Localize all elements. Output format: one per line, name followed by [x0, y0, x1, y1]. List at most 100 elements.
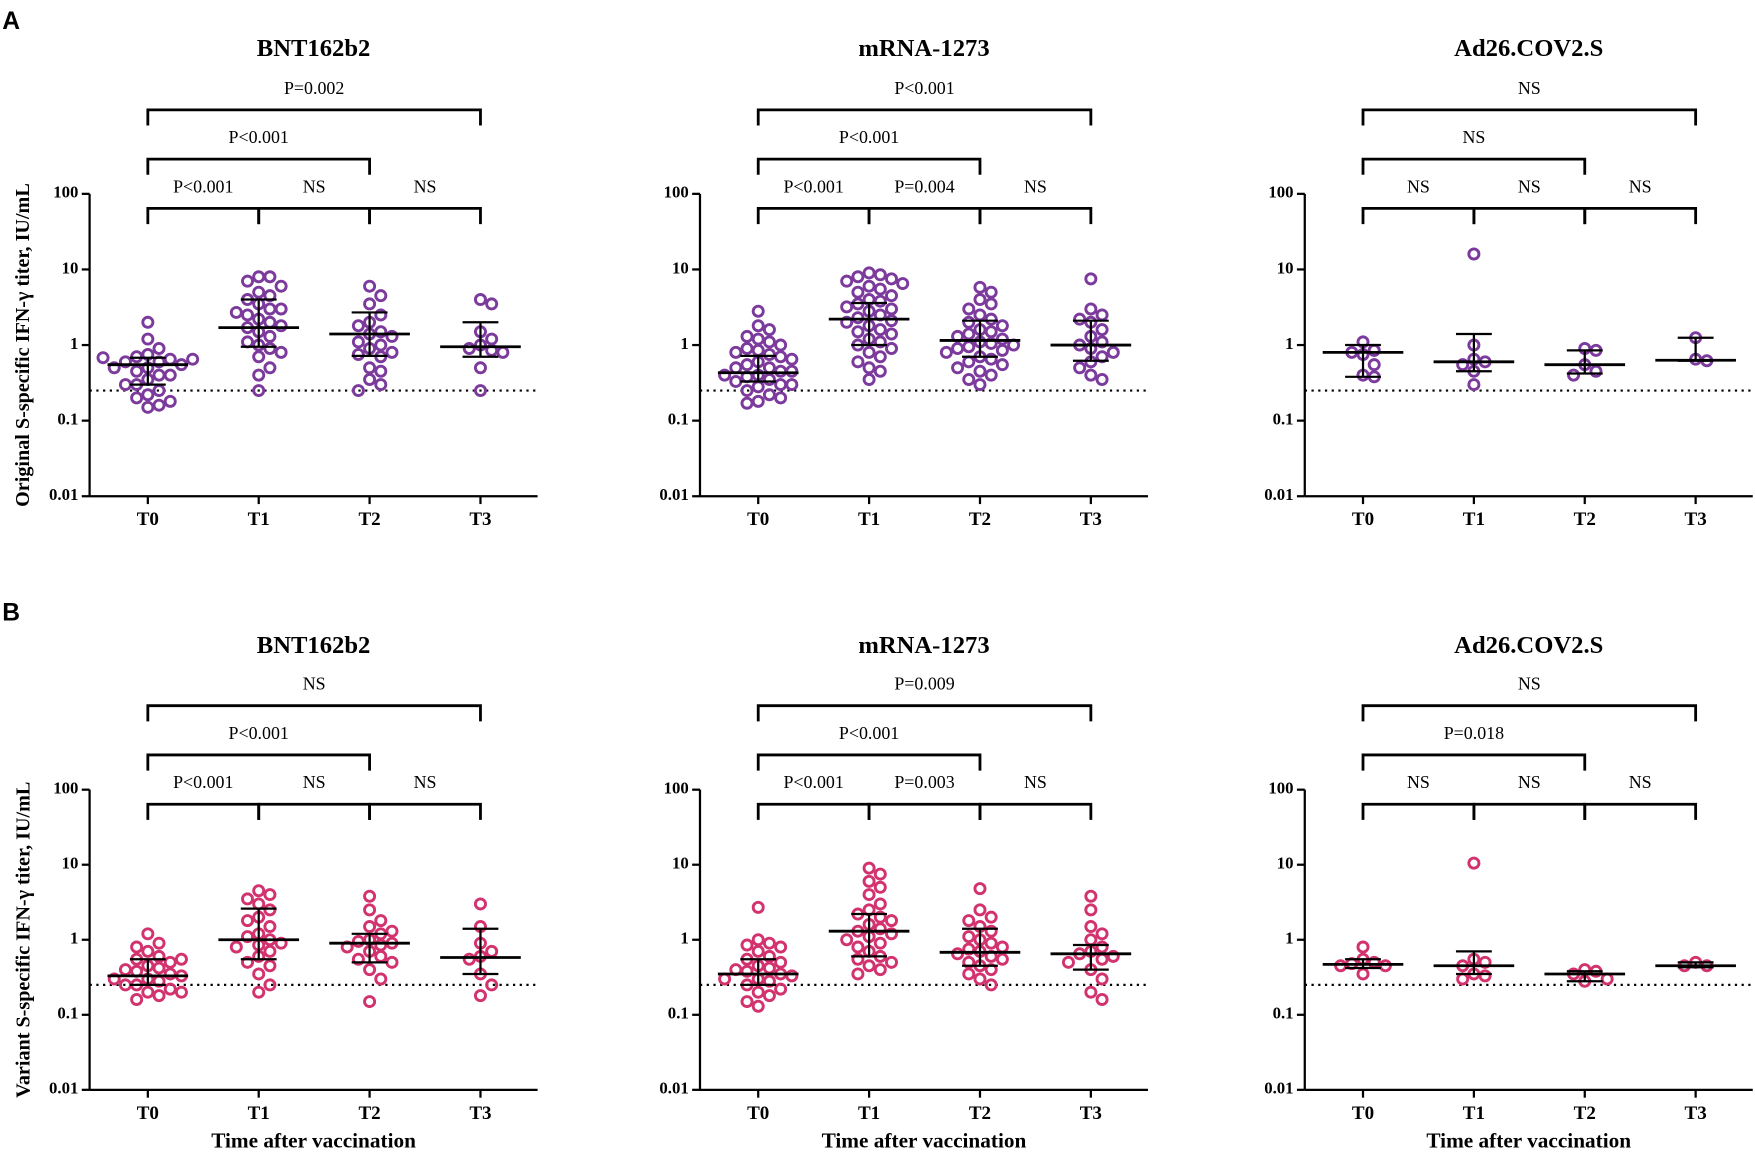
significance-bracket — [257, 802, 371, 820]
significance-bracket — [756, 157, 982, 175]
data-point — [729, 361, 743, 375]
data-point — [762, 936, 776, 950]
data-point — [729, 374, 743, 388]
data-point — [751, 999, 765, 1013]
data-point — [374, 289, 388, 303]
data-point — [130, 992, 144, 1006]
data-point — [363, 279, 377, 293]
data-point — [995, 358, 1009, 372]
data-point — [873, 335, 887, 349]
significance-bracket — [756, 704, 1093, 722]
data-point — [141, 332, 155, 346]
data-point — [751, 900, 765, 914]
data-point — [107, 972, 121, 986]
data-point — [473, 897, 487, 911]
data-point — [141, 944, 155, 958]
data-point — [263, 361, 277, 375]
data-point — [363, 903, 377, 917]
data-point — [873, 323, 887, 337]
data-point — [351, 335, 365, 349]
significance-label: NS — [1629, 176, 1652, 196]
significance-bracket — [1583, 207, 1698, 225]
data-point — [1600, 972, 1614, 986]
significance-bracket — [146, 753, 371, 771]
y-tick-label: 0.01 — [49, 485, 78, 504]
data-point — [241, 914, 255, 928]
data-point — [1095, 323, 1109, 337]
data-point — [851, 311, 865, 325]
data-point — [740, 329, 754, 343]
x-tick-label: T3 — [1685, 509, 1707, 530]
data-point — [740, 964, 754, 978]
data-point — [141, 400, 155, 414]
significance-bracket — [146, 207, 261, 225]
data-point — [118, 963, 132, 977]
data-point — [152, 961, 166, 975]
data-point — [718, 972, 732, 986]
data-point — [751, 394, 765, 408]
chart-title: mRNA-1273 — [858, 632, 989, 659]
data-point — [1095, 972, 1109, 986]
data-point — [485, 332, 499, 346]
data-point — [252, 967, 266, 981]
significance-label: NS — [1518, 674, 1541, 694]
data-point — [962, 942, 976, 956]
data-point — [351, 319, 365, 333]
significance-label: P<0.001 — [229, 127, 289, 147]
y-tick-label: 10 — [1277, 854, 1294, 873]
data-point — [473, 989, 487, 1003]
data-point — [984, 297, 998, 311]
y-tick-label: 10 — [62, 258, 79, 277]
data-point — [496, 345, 510, 359]
data-point — [1084, 903, 1098, 917]
significance-label: P<0.001 — [783, 176, 843, 196]
data-point — [840, 315, 854, 329]
data-point — [1095, 335, 1109, 349]
data-point — [840, 933, 854, 947]
chart-title: BNT162b2 — [257, 632, 371, 659]
data-point — [740, 342, 754, 356]
data-point — [274, 279, 288, 293]
data-point — [263, 329, 277, 343]
data-point — [851, 952, 865, 966]
data-point — [962, 955, 976, 969]
data-point — [751, 380, 765, 394]
data-point — [939, 345, 953, 359]
data-point — [163, 982, 177, 996]
data-point — [374, 972, 388, 986]
significance-bracket — [1361, 157, 1587, 175]
data-point — [252, 350, 266, 364]
y-tick-label: 0.1 — [1273, 1004, 1294, 1023]
data-point — [885, 955, 898, 969]
x-tick-label: T0 — [1352, 1103, 1374, 1124]
data-point — [141, 985, 155, 999]
data-point — [873, 282, 887, 296]
data-point — [118, 378, 132, 392]
data-point — [351, 934, 365, 948]
data-point — [485, 297, 499, 311]
data-point — [263, 289, 277, 303]
data-point — [263, 315, 277, 329]
x-tick-label: T1 — [248, 509, 270, 530]
data-point — [995, 343, 1009, 357]
x-tick-label: T1 — [1463, 509, 1485, 530]
x-tick-label: T3 — [469, 509, 491, 530]
significance-label: P<0.001 — [173, 772, 233, 792]
data-point — [885, 327, 898, 341]
data-point — [751, 304, 765, 318]
data-point — [1095, 940, 1109, 954]
y-tick-label: 1 — [70, 334, 78, 353]
data-point — [962, 967, 976, 981]
data-point — [1084, 933, 1098, 947]
data-point — [885, 302, 898, 316]
data-point — [229, 940, 243, 954]
x-tick-label: T2 — [1574, 1103, 1596, 1124]
data-point — [984, 352, 998, 366]
data-point — [873, 867, 887, 881]
data-point — [785, 969, 799, 983]
data-point — [263, 302, 277, 316]
significance-bracket — [756, 753, 982, 771]
x-tick-label: T0 — [137, 1103, 159, 1124]
data-point — [984, 924, 998, 938]
